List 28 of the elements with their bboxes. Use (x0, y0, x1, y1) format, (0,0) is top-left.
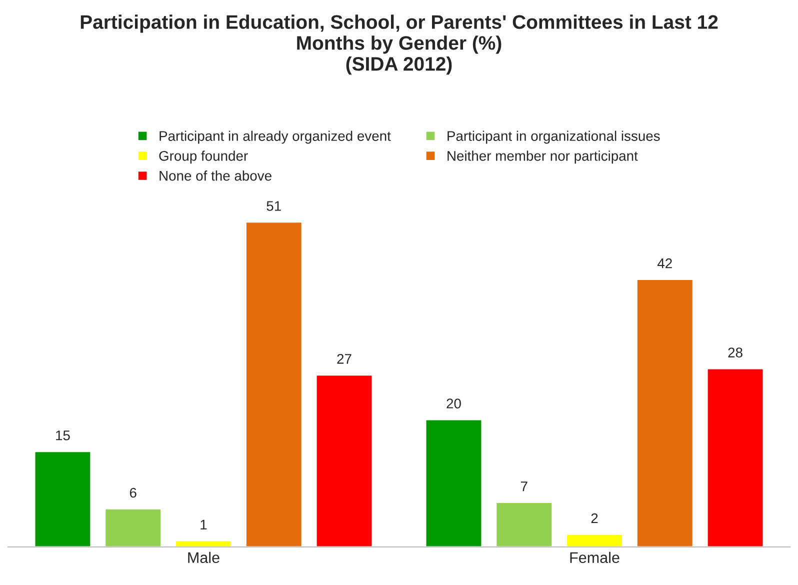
legend-label: Group founder (159, 150, 248, 164)
bar (706, 368, 764, 547)
bar (245, 221, 303, 547)
bar (424, 418, 483, 547)
data-label: 6 (130, 488, 136, 498)
data-label: 15 (56, 430, 70, 440)
data-label: 7 (520, 482, 528, 492)
data-label: 20 (446, 398, 461, 408)
data-label: 51 (266, 201, 281, 211)
bar (174, 540, 232, 547)
x-tick-label: Female (570, 552, 620, 564)
data-label: 27 (337, 354, 352, 364)
bar (566, 534, 624, 547)
bar (636, 278, 694, 547)
bar (495, 502, 553, 547)
legend-label: Participant in organizational issues (448, 130, 660, 144)
data-label: 42 (657, 258, 672, 268)
legend-label: Neither member nor participant (448, 150, 638, 164)
x-tick-label: Male (188, 552, 220, 564)
bar (34, 450, 92, 547)
bar (315, 374, 374, 547)
bar (104, 508, 162, 547)
legend-label: None of the above (160, 170, 272, 181)
data-label: 2 (591, 513, 598, 524)
data-label: 28 (728, 348, 742, 358)
chart-title: Participation in Education, School, or Parents' Committees in Last 12 Months by Gender (%) (SIDA 2012) (80, 14, 718, 75)
legend-label: Participant in already organized event (160, 130, 391, 144)
data-label: 1 (200, 520, 207, 530)
